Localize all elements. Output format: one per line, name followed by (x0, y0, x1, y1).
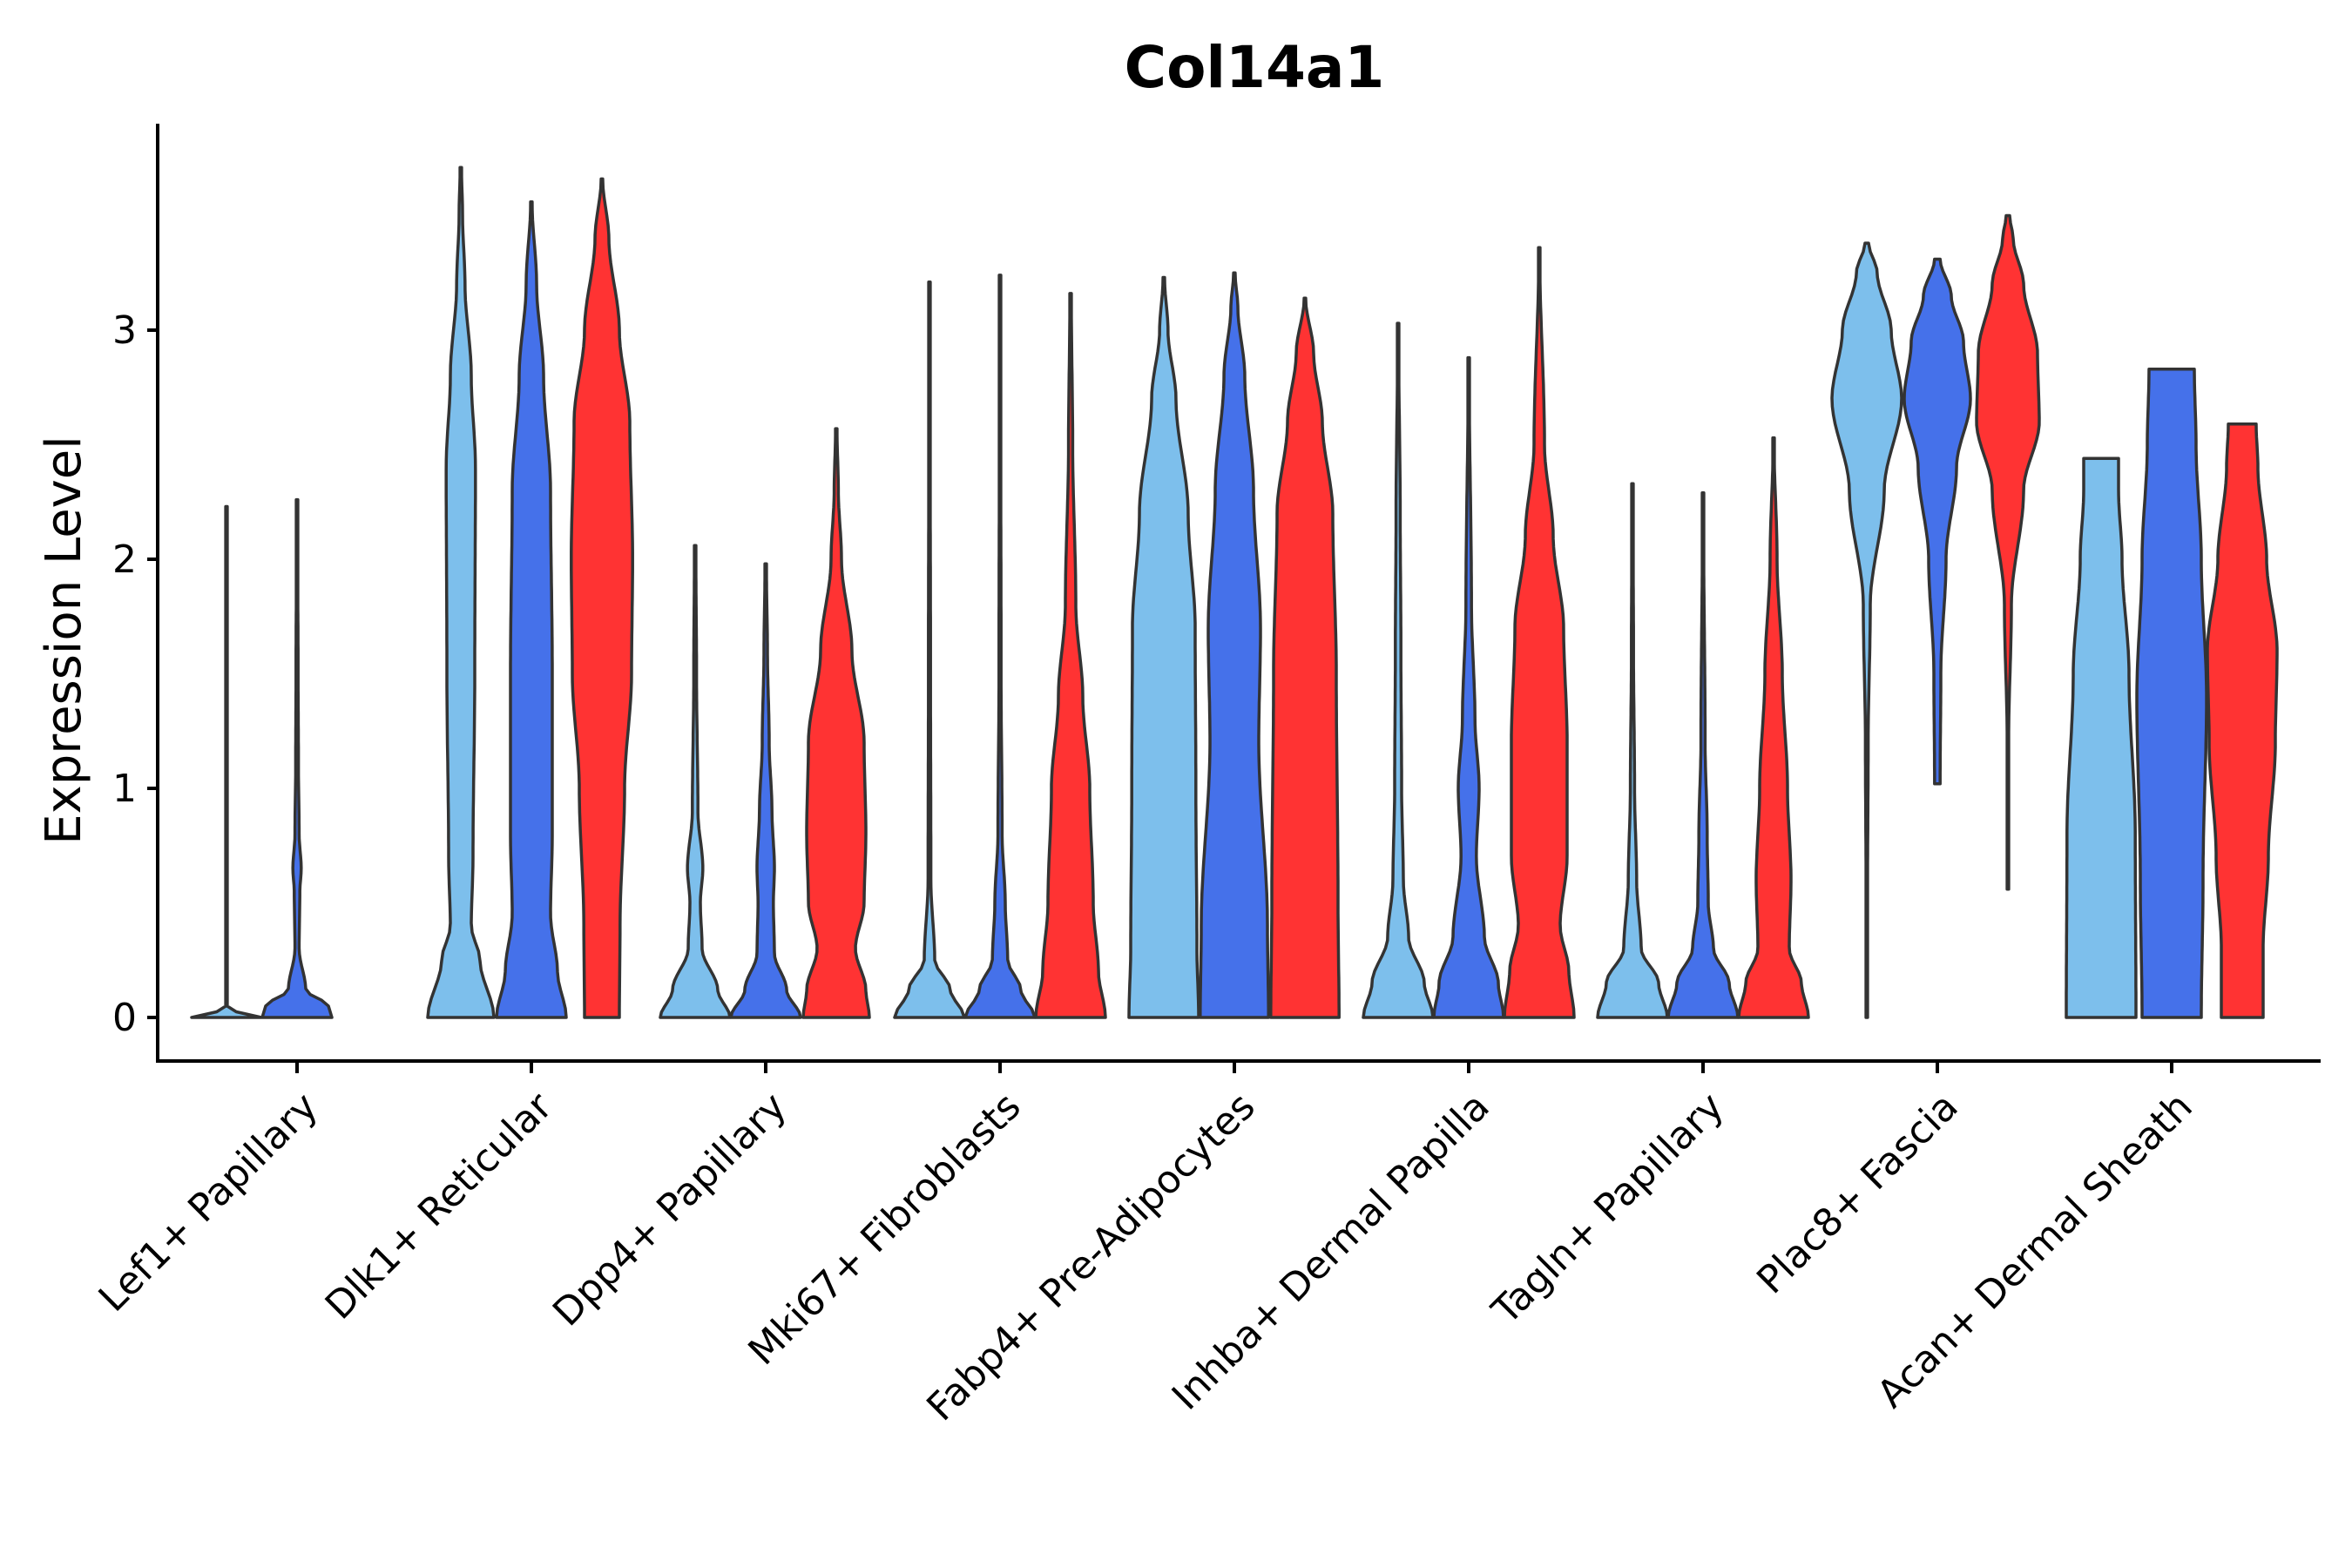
violin-4-1 (893, 280, 966, 1019)
violin-4-3 (1034, 292, 1107, 1019)
violin-2-2 (495, 199, 568, 1019)
violin-5-3 (1269, 296, 1341, 1019)
violin-7-1 (1596, 482, 1669, 1019)
violin-3-3 (801, 427, 871, 1019)
y-axis-label: Expression Level (36, 436, 92, 845)
violin-1-1 (190, 504, 263, 1019)
y-tick-label: 0 (112, 996, 137, 1040)
x-tick-label: Plac8+ Fascia (1748, 1085, 1967, 1303)
axes (156, 124, 2321, 1063)
violin-7-2 (1666, 490, 1740, 1019)
violin-5-2 (1199, 271, 1270, 1019)
y-tick-label: 2 (112, 537, 137, 582)
violin-2-3 (570, 177, 634, 1019)
x-tick-label: Dlk1+ Reticular (317, 1084, 562, 1328)
violin-8-2 (1903, 257, 1972, 786)
violin-4-2 (963, 274, 1037, 1019)
violin-9-1 (2065, 456, 2138, 1019)
violin-7-3 (1737, 436, 1810, 1019)
chart-title: Col14a1 (1125, 34, 1385, 101)
y-tick-label: 1 (112, 767, 137, 811)
violin-2-1 (426, 166, 496, 1019)
violin-group (190, 166, 2279, 1019)
violin-6-2 (1432, 355, 1505, 1019)
violin-1-2 (260, 497, 334, 1019)
y-ticks: 0 1 2 3 (112, 308, 158, 1040)
violin-9-2 (2135, 367, 2208, 1019)
violin-3-2 (729, 562, 802, 1019)
violin-5-1 (1127, 275, 1200, 1019)
violin-9-3 (2206, 422, 2279, 1019)
violin-6-1 (1362, 321, 1435, 1019)
x-tick-label: Tagln+ Papillary (1484, 1085, 1733, 1334)
x-tick-label: Dpp4+ Papillary (544, 1085, 795, 1335)
violin-3-1 (659, 544, 732, 1019)
y-tick-label: 3 (112, 308, 137, 353)
violin-8-3 (1975, 213, 2041, 891)
violin-6-3 (1503, 246, 1576, 1019)
violin-8-1 (1830, 241, 1903, 1019)
x-tick-label: Lef1+ Papillary (91, 1085, 327, 1321)
